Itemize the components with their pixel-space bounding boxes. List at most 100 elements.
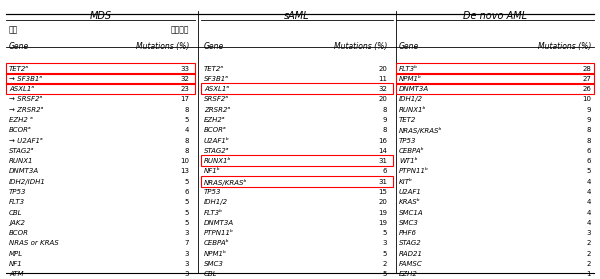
Text: 9: 9 <box>587 117 591 123</box>
Text: 5: 5 <box>185 220 189 226</box>
Text: IDH2/IDH1: IDH2/IDH1 <box>9 179 46 185</box>
Text: BCORᵃ: BCORᵃ <box>204 127 227 133</box>
Text: MPL: MPL <box>9 251 23 257</box>
Text: WT1ᵇ: WT1ᵇ <box>399 158 418 164</box>
Text: 8: 8 <box>587 127 591 133</box>
Text: NRAS/KRASᵇ: NRAS/KRASᵇ <box>204 179 248 186</box>
Text: FLT3ᵇ: FLT3ᵇ <box>399 66 418 71</box>
Text: 8: 8 <box>383 127 387 133</box>
Text: 7: 7 <box>185 240 189 246</box>
Text: 16: 16 <box>378 138 387 143</box>
Text: BCORᵃ: BCORᵃ <box>9 127 32 133</box>
Text: 6: 6 <box>587 158 591 164</box>
Text: NF1ᵇ: NF1ᵇ <box>204 169 221 174</box>
Text: TP53: TP53 <box>9 189 26 195</box>
Text: Mutations (%): Mutations (%) <box>538 42 591 51</box>
Text: 1: 1 <box>587 271 591 277</box>
Text: FLT3: FLT3 <box>9 199 25 205</box>
Text: NRAS/KRASᵇ: NRAS/KRASᵇ <box>399 127 443 134</box>
Text: SMC3: SMC3 <box>204 261 224 267</box>
Text: 13: 13 <box>180 169 189 174</box>
Text: NRAS or KRAS: NRAS or KRAS <box>9 240 59 246</box>
Text: FLT3ᵇ: FLT3ᵇ <box>204 210 223 216</box>
Text: NF1: NF1 <box>9 261 23 267</box>
Text: 6: 6 <box>587 148 591 154</box>
Text: 31: 31 <box>378 158 387 164</box>
Text: CBL: CBL <box>204 271 218 277</box>
Text: Gene: Gene <box>399 42 419 51</box>
Text: 20: 20 <box>378 66 387 71</box>
Text: TP53: TP53 <box>399 138 416 143</box>
Text: Gene: Gene <box>204 42 224 51</box>
Text: TET2: TET2 <box>399 117 416 123</box>
Text: 4: 4 <box>587 179 591 185</box>
Text: NPM1ᵇ: NPM1ᵇ <box>204 251 227 257</box>
Text: → U2AF1ᵃ: → U2AF1ᵃ <box>9 138 43 143</box>
Text: PHF6: PHF6 <box>399 230 417 236</box>
Text: EZH2 ᵃ: EZH2 ᵃ <box>9 117 33 123</box>
Text: DNMT3A: DNMT3A <box>204 220 234 226</box>
Text: RAD21: RAD21 <box>399 251 423 257</box>
Text: 19: 19 <box>378 210 387 216</box>
Text: ASXL1ᵃ: ASXL1ᵃ <box>9 86 34 92</box>
Text: ASXL1ᵃ: ASXL1ᵃ <box>204 86 229 92</box>
Text: → SRSF2ᵃ: → SRSF2ᵃ <box>9 96 42 102</box>
Text: TET2ᵃ: TET2ᵃ <box>9 66 29 71</box>
Text: STAG2: STAG2 <box>399 240 422 246</box>
Text: 15: 15 <box>378 189 387 195</box>
Text: 5: 5 <box>185 179 189 185</box>
Text: DNMT3A: DNMT3A <box>399 86 429 92</box>
Text: CEBPAᵇ: CEBPAᵇ <box>204 240 230 246</box>
Text: 5: 5 <box>587 169 591 174</box>
Text: 8: 8 <box>185 138 189 143</box>
Text: STAG2ᵃ: STAG2ᵃ <box>9 148 35 154</box>
Text: EZH2: EZH2 <box>399 271 418 277</box>
Text: 3: 3 <box>185 261 189 267</box>
Text: 4: 4 <box>587 210 591 216</box>
Text: 20: 20 <box>378 199 387 205</box>
Text: RUNX1ᵇ: RUNX1ᵇ <box>204 158 232 164</box>
Text: U2AF1ᵇ: U2AF1ᵇ <box>204 138 230 143</box>
Text: STAG2ᵃ: STAG2ᵃ <box>204 148 230 154</box>
Text: BCOR: BCOR <box>9 230 29 236</box>
Text: IDH1/2: IDH1/2 <box>204 199 228 205</box>
Text: 10: 10 <box>180 158 189 164</box>
Text: 基因: 基因 <box>9 25 18 34</box>
Text: 26: 26 <box>582 86 591 92</box>
Text: ATM: ATM <box>9 271 23 277</box>
Text: 4: 4 <box>587 199 591 205</box>
Text: 4: 4 <box>587 189 591 195</box>
Text: RUNX1: RUNX1 <box>9 158 34 164</box>
Text: 8: 8 <box>383 107 387 113</box>
Text: 27: 27 <box>582 76 591 82</box>
Text: 32: 32 <box>180 76 189 82</box>
Text: 31: 31 <box>378 179 387 185</box>
Text: PTPN11ᵇ: PTPN11ᵇ <box>204 230 234 236</box>
Text: JAK2: JAK2 <box>9 220 25 226</box>
Text: MDS: MDS <box>89 11 112 21</box>
Text: ZRSR2ᵃ: ZRSR2ᵃ <box>204 107 230 113</box>
Text: 4: 4 <box>587 220 591 226</box>
Text: 8: 8 <box>185 148 189 154</box>
Text: Mutations (%): Mutations (%) <box>334 42 387 51</box>
Text: 10: 10 <box>582 96 591 102</box>
Text: 8: 8 <box>587 138 591 143</box>
Text: De novo AML: De novo AML <box>463 11 527 21</box>
Text: 6: 6 <box>383 169 387 174</box>
Text: SMC1A: SMC1A <box>399 210 424 216</box>
Text: 3: 3 <box>383 240 387 246</box>
Text: SMC3: SMC3 <box>399 220 419 226</box>
Text: Mutations (%): Mutations (%) <box>136 42 189 51</box>
Text: 2: 2 <box>587 261 591 267</box>
Text: PTPN11ᵇ: PTPN11ᵇ <box>399 169 429 174</box>
Text: 2: 2 <box>383 261 387 267</box>
Text: 33: 33 <box>180 66 189 71</box>
Text: CEBPAᵇ: CEBPAᵇ <box>399 148 425 154</box>
Text: 6: 6 <box>185 189 189 195</box>
Text: TET2ᵃ: TET2ᵃ <box>204 66 224 71</box>
Text: NPM1ᵇ: NPM1ᵇ <box>399 76 422 82</box>
Text: SF3B1ᵃ: SF3B1ᵃ <box>204 76 229 82</box>
Text: 3: 3 <box>185 271 189 277</box>
Text: KITᵇ: KITᵇ <box>399 179 413 185</box>
Text: 5: 5 <box>185 210 189 216</box>
